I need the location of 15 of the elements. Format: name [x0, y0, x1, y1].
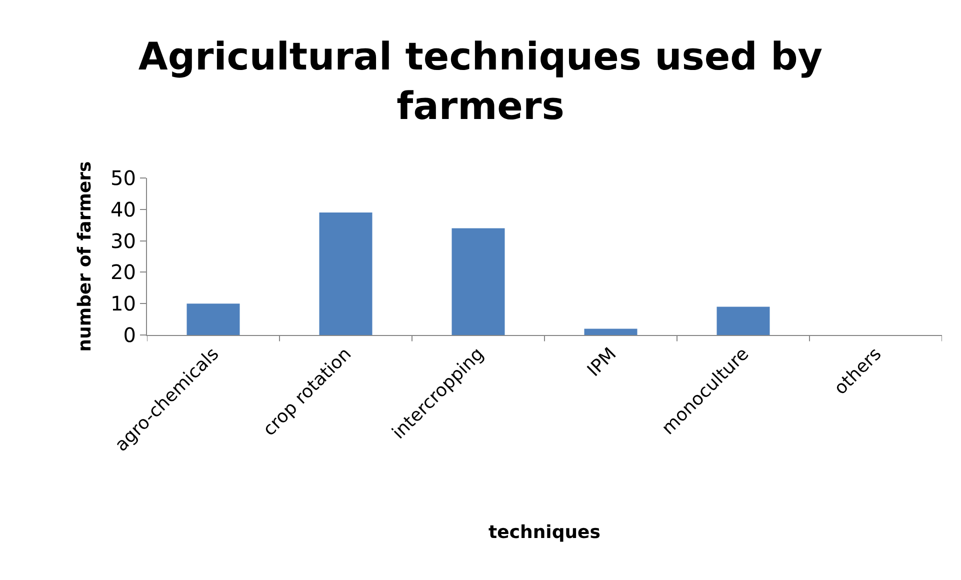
bar: [319, 212, 372, 335]
y-tick-label: 20: [110, 260, 136, 284]
bar: [186, 304, 240, 335]
y-tick-label: 10: [110, 292, 136, 316]
y-tick-label: 30: [110, 228, 136, 253]
x-tick-label: IPM: [583, 344, 621, 381]
chart-title: Agricultural techniques used by farmers: [138, 34, 823, 128]
y-axis-title: number of farmers: [74, 161, 96, 352]
bar: [716, 306, 770, 335]
bar: [452, 228, 505, 335]
bar: [584, 328, 638, 335]
y-tick-label: 40: [110, 197, 136, 222]
y-tick-label: 0: [123, 323, 136, 347]
x-axis-title: techniques: [488, 522, 600, 543]
y-tick-label: 50: [110, 166, 136, 190]
